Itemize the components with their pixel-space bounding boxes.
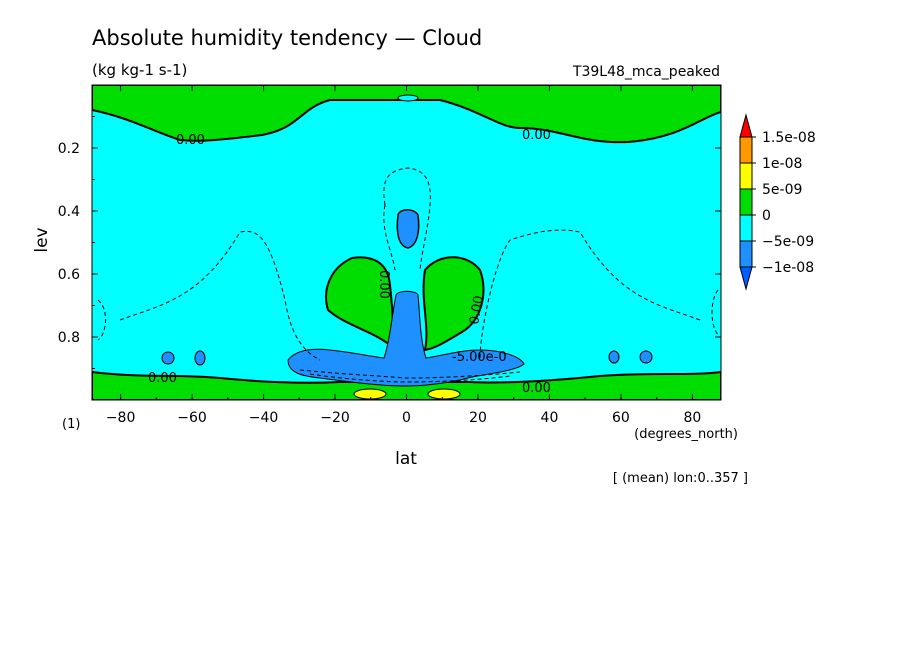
contour-label: 0.00 [467,295,487,326]
chart-units: (kg kg-1 s-1) [92,61,187,79]
right-positive-lobe [422,256,485,352]
x-tick-label: 20 [469,410,487,426]
colorbar-top-arrow [739,113,753,138]
x-tick-label: 80 [683,410,701,426]
colorbar-label: 1e-08 [762,156,802,172]
small-negative-blob-2 [194,350,206,366]
colorbar-label: 1.5e-08 [762,130,816,146]
dashed-contours [97,167,719,383]
contour-label: 0.00 [522,128,551,143]
y-tick-label: 0.8 [58,330,80,346]
contour-label: -5.00e-0 [452,350,507,365]
upper-negative-blob [396,209,420,249]
positive-blob-left [353,388,387,400]
small-negative-blob-1 [161,351,175,365]
small-negative-blob-4 [639,350,653,364]
colorbar-bottom-arrow [739,266,753,291]
y-tick-label: 0.2 [58,141,80,157]
run-label: T39L48_mca_peaked [572,64,720,80]
negative-core [287,290,525,387]
colorbar-swatch [739,162,753,190]
contour-label: 0.00 [522,381,551,396]
left-positive-lobe [325,256,394,347]
x-axis-units: (degrees_north) [634,427,738,442]
contour-label: 0.00 [376,270,391,299]
x-tick-label: −40 [249,410,279,426]
top-blob [397,94,419,102]
x-tick-label: 40 [541,410,559,426]
colorbar: 1.5e-08 1e-08 5e-09 0 −5e-09 −1e-08 [739,113,816,291]
panel-label: (1) [62,417,80,432]
x-tick-label: −60 [177,410,207,426]
x-axis-label: lat [395,449,417,469]
positive-blob-right [427,388,461,400]
y-tick-label: 0.6 [58,267,80,283]
x-axis: −80 −60 −40 −20 0 20 40 60 80 [106,85,701,426]
footnote: [ (mean) lon:0..357 ] [613,471,748,486]
small-negative-blob-3 [608,350,620,364]
plot-area: 0.00 0.00 0.00 0.00 0.00 0.00 -5.00e-0 [92,85,721,400]
contour-label: 0.00 [148,371,177,386]
x-tick-label: −80 [106,410,136,426]
x-tick-label: 60 [612,410,630,426]
x-tick-label: −20 [320,410,350,426]
y-axis-label: lev [32,227,52,252]
contour-label: 0.00 [176,133,205,148]
colorbar-label: 5e-09 [762,182,802,198]
y-axis: 0.2 0.4 0.6 0.8 [58,116,721,401]
colorbar-swatch [739,188,753,216]
contour-labels: 0.00 0.00 0.00 0.00 0.00 0.00 -5.00e-0 [148,128,551,396]
colorbar-swatch [739,240,753,268]
colorbar-label: −5e-09 [762,234,814,250]
upper-positive-region [92,85,721,144]
colorbar-label: −1e-08 [762,260,814,276]
colorbar-swatch [739,214,753,242]
x-tick-label: 0 [402,410,411,426]
colorbar-swatch [739,136,753,164]
chart-title: Absolute humidity tendency — Cloud [92,26,482,50]
y-tick-label: 0.4 [58,204,80,220]
colorbar-label: 0 [762,208,771,224]
